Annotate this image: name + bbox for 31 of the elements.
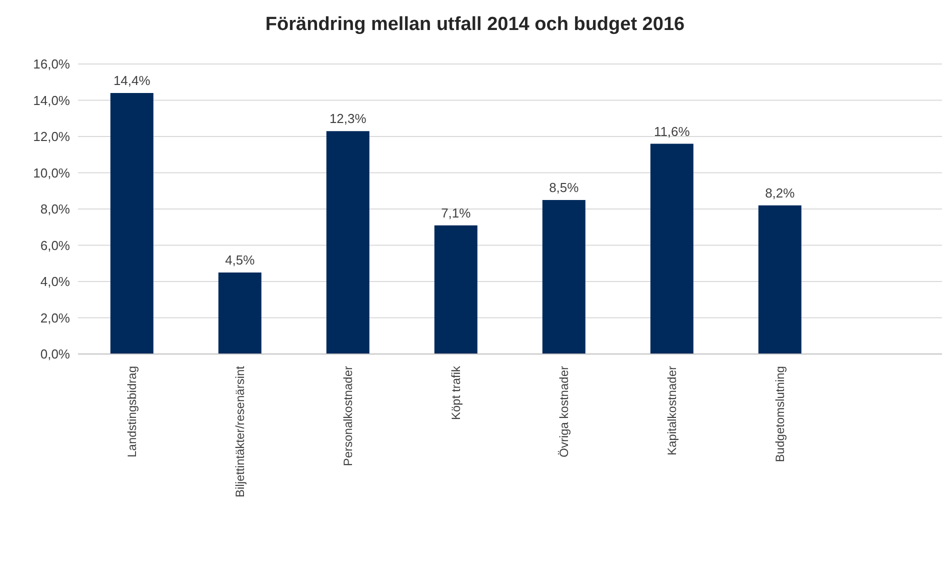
x-tick-label: Landstingsbidrag — [125, 366, 139, 458]
y-tick-label: 6,0% — [40, 238, 70, 253]
x-tick-label: Biljettintäkter/resenärsint — [233, 365, 247, 498]
y-tick-label: 14,0% — [33, 92, 70, 108]
bar — [434, 225, 478, 354]
data-label: 7,1% — [441, 205, 472, 220]
bar — [326, 131, 370, 354]
x-tick-label: Övriga kostnader — [557, 366, 571, 458]
data-label: 14,4% — [113, 73, 151, 88]
data-label: 8,5% — [549, 180, 580, 195]
x-tick-label: Personalkostnader — [341, 366, 355, 466]
bar — [758, 205, 802, 354]
bar — [542, 200, 586, 354]
y-tick-label: 4,0% — [40, 274, 70, 290]
x-tick-label: Budgetomslutning — [773, 366, 787, 462]
data-label: 8,2% — [765, 185, 796, 200]
x-tick-label: Köpt trafik — [449, 365, 463, 420]
bar — [650, 144, 694, 354]
x-tick-label: Kapitalkostnader — [665, 366, 679, 456]
y-tick-label: 10,0% — [33, 165, 70, 180]
y-tick-label: 16,0% — [33, 56, 70, 72]
y-tick-label: 2,0% — [40, 310, 70, 326]
y-tick-label: 8,0% — [40, 202, 70, 217]
y-tick-label: 0,0% — [40, 346, 70, 362]
data-label: 4,5% — [225, 252, 256, 268]
bar — [218, 272, 262, 354]
y-tick-label: 12,0% — [33, 129, 70, 144]
bar — [110, 93, 154, 354]
data-label: 11,6% — [654, 124, 690, 139]
data-label: 12,3% — [329, 111, 367, 126]
chart-title: Förändring mellan utfall 2014 och budget 2016 — [264, 14, 686, 37]
